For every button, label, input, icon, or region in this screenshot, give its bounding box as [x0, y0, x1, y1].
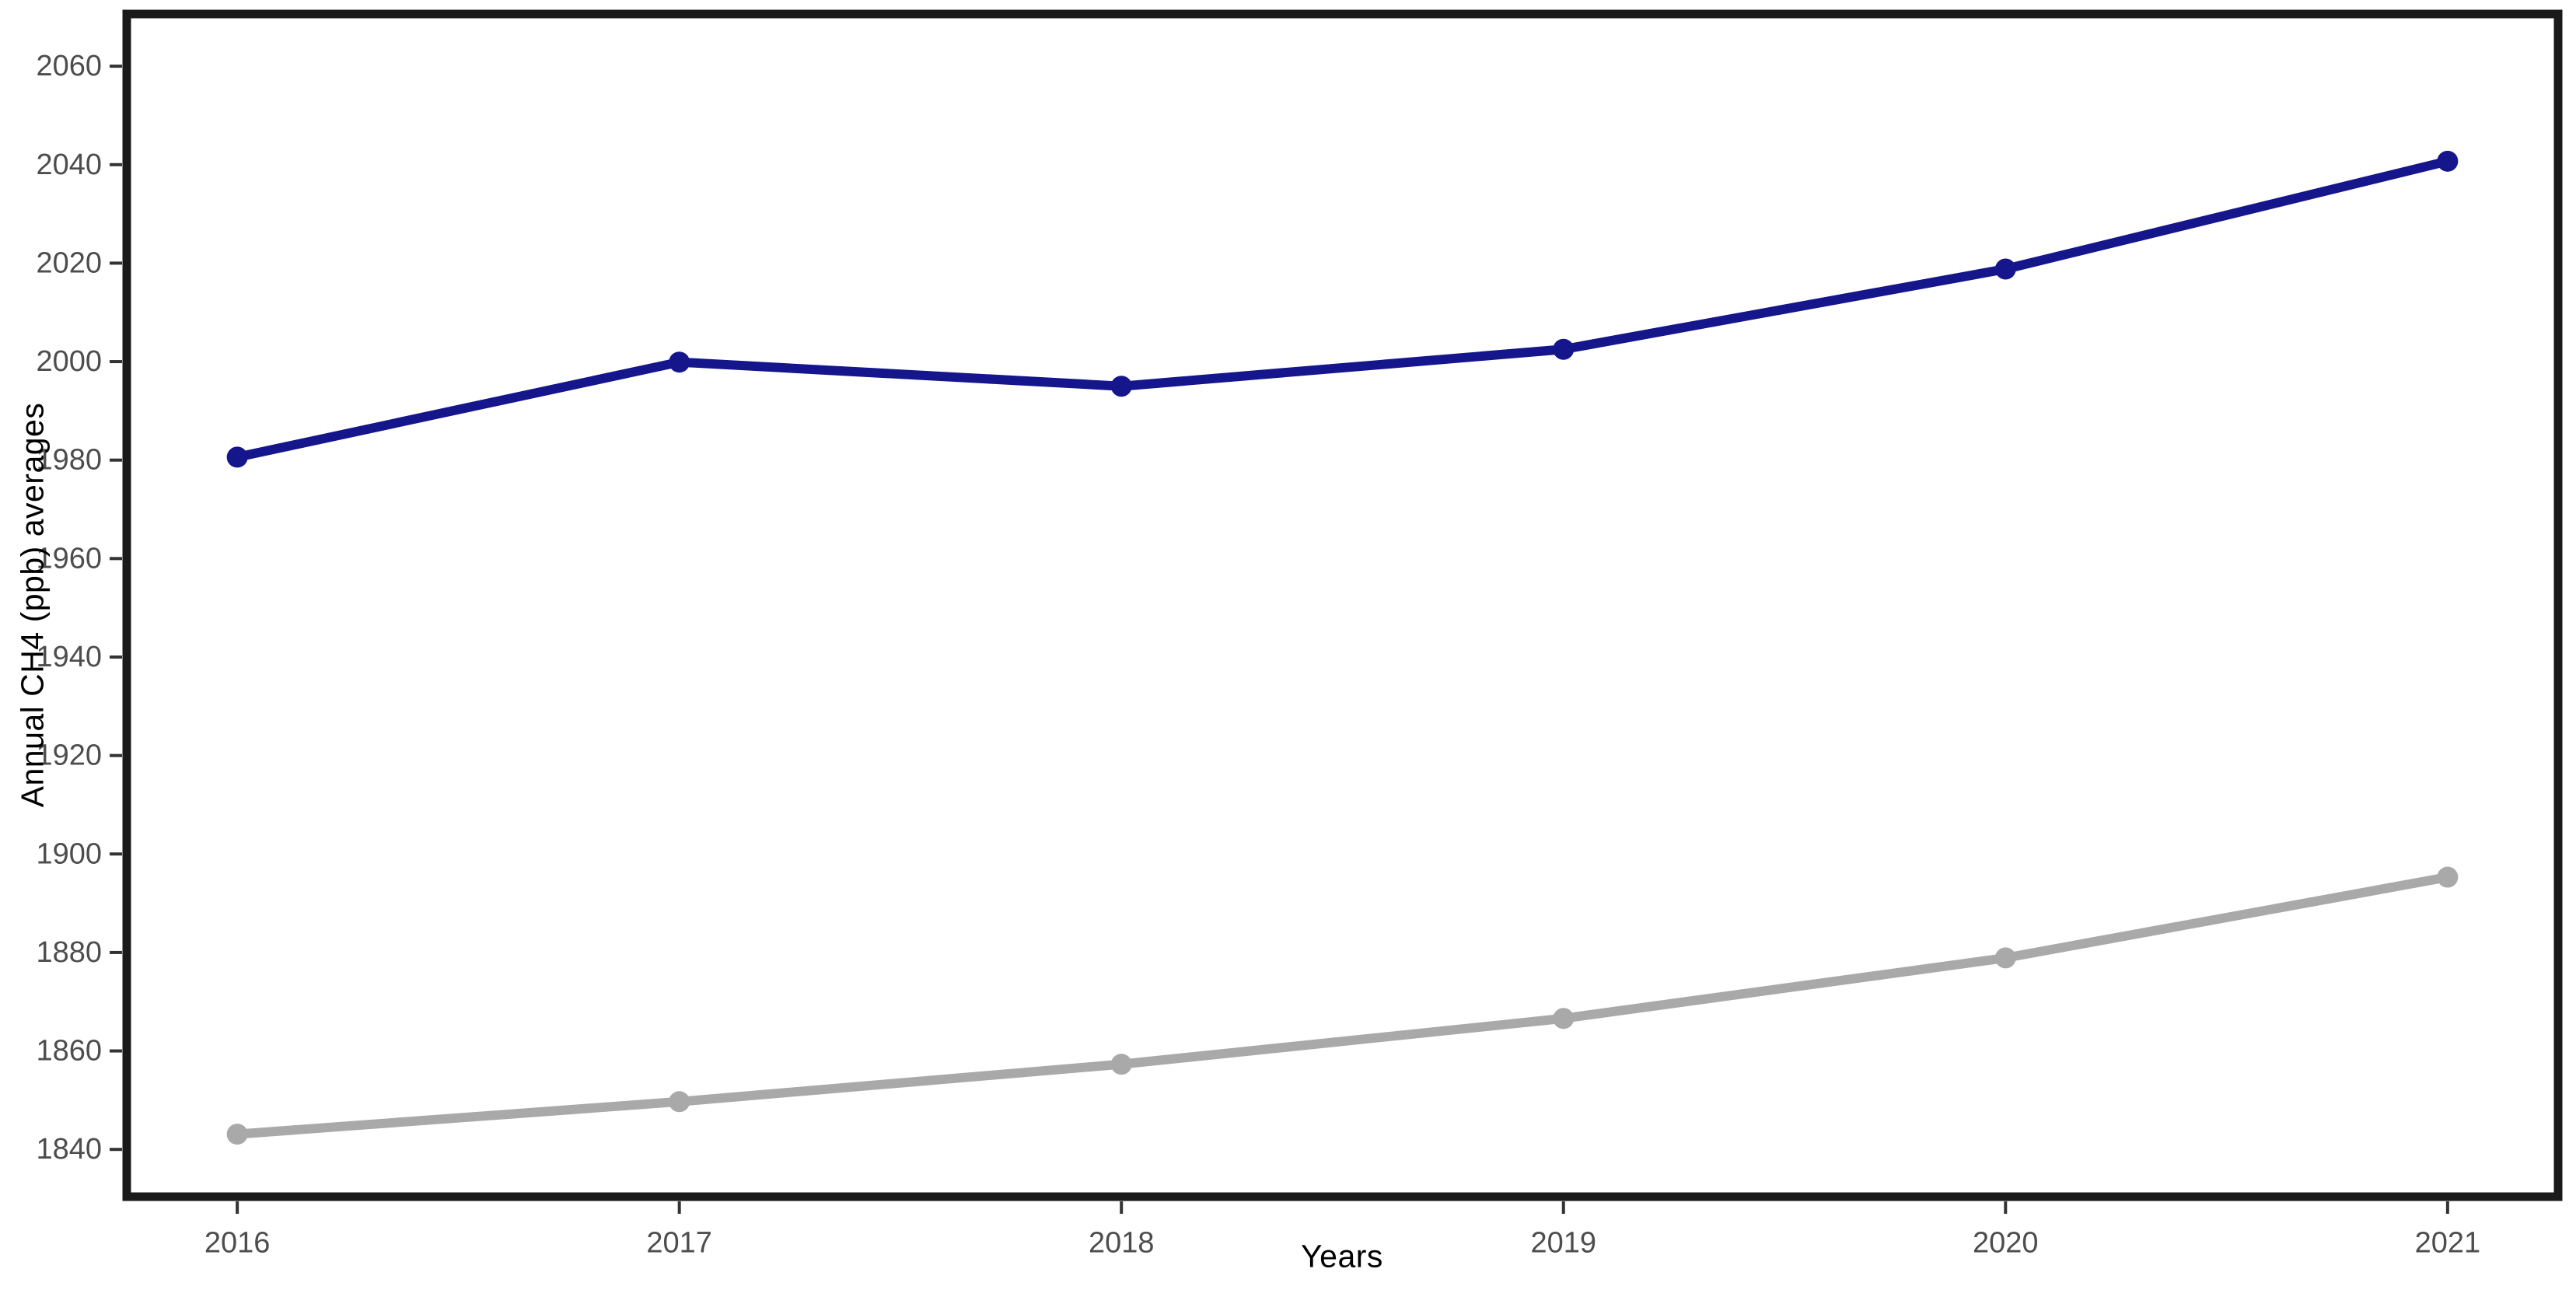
- y-axis-tick-label: 2020: [36, 246, 102, 279]
- lower-gray-series-line: [232, 872, 2452, 1139]
- y-axis-tick-label: 1940: [36, 641, 102, 673]
- lower-gray-series-point-marker: [1553, 1008, 1575, 1030]
- lower-gray-series-point-marker: [226, 1124, 248, 1145]
- y-axis-tick-label: 1900: [36, 837, 102, 870]
- x-axis-tick-label: 2017: [646, 1226, 712, 1259]
- y-axis-tick-label: 2060: [36, 50, 102, 82]
- y-axis-tick-label: 1840: [36, 1133, 102, 1166]
- x-axis-tick-label: 2018: [1089, 1226, 1155, 1259]
- lower-gray-series-point-marker: [1110, 1054, 1132, 1075]
- x-axis-tick-label: 2021: [2415, 1226, 2481, 1259]
- upper-navy-series-point-marker: [2437, 150, 2459, 172]
- lower-gray-series-point-marker: [669, 1091, 690, 1113]
- upper-navy-series-point-marker: [226, 446, 248, 468]
- upper-navy-series-point-marker: [1994, 258, 2016, 280]
- upper-navy-series-point-marker: [1110, 376, 1132, 397]
- lower-gray-series-point-marker: [2437, 866, 2459, 888]
- y-axis-tick-label: 1880: [36, 936, 102, 969]
- x-axis-tick-label: 2019: [1530, 1226, 1596, 1259]
- y-axis-tick-label: 1920: [36, 739, 102, 772]
- upper-navy-series-point-marker: [1553, 338, 1575, 360]
- y-axis-tick-label: 2040: [36, 149, 102, 181]
- upper-navy-series-line: [232, 156, 2452, 462]
- y-axis-title: Annual CH4 (ppb) averages: [14, 402, 51, 808]
- y-axis-tick-label: 1860: [36, 1035, 102, 1068]
- lower-gray-series-point-marker: [1994, 947, 2016, 969]
- y-axis-tick-label: 2000: [36, 345, 102, 378]
- x-axis-tick-label: 2016: [204, 1226, 271, 1259]
- upper-navy-series-point-marker: [669, 351, 690, 373]
- y-axis-tick-label: 1960: [36, 542, 102, 575]
- x-axis-tick-label: 2020: [1973, 1226, 2039, 1259]
- plot-panel-border: [122, 9, 2563, 1201]
- y-axis-tick-label: 1980: [36, 444, 102, 477]
- x-axis-title: Years: [1301, 1238, 1383, 1274]
